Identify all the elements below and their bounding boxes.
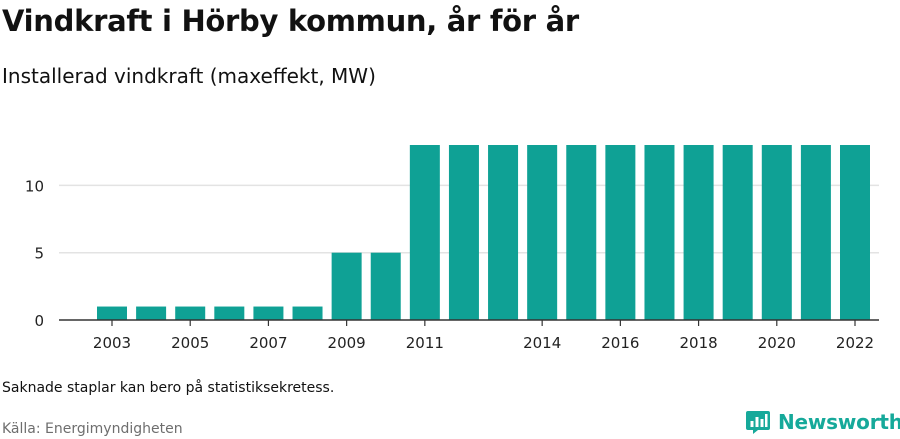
x-tick-label: 2003: [93, 334, 131, 352]
bar-2017: [644, 145, 675, 320]
bar-2008: [292, 306, 323, 320]
x-tick-label: 2011: [406, 334, 444, 352]
bar-2009: [331, 252, 362, 320]
bar-2014: [527, 145, 558, 320]
bars: [97, 145, 870, 320]
x-tick-label: 2016: [601, 334, 639, 352]
x-tick-label: 2022: [836, 334, 874, 352]
bar-2005: [175, 306, 206, 320]
newsworthy-logo-icon: [746, 411, 770, 434]
bar-2006: [214, 306, 245, 320]
bar-chart: 0 5 10 2003 2005 2007 2009 2011 2014 2016 2018 202…: [25, 145, 879, 352]
x-tick-label: 2020: [758, 334, 796, 352]
brand-name: Newsworthy: [778, 410, 900, 434]
footnote: Saknade staplar kan bero på statistiksek…: [2, 380, 335, 396]
bar-2019: [722, 145, 753, 320]
bar-2007: [253, 306, 284, 320]
x-tick-label: 2018: [679, 334, 717, 352]
bar-2022: [840, 145, 870, 320]
x-axis-ticks: 2003 2005 2007 2009 2011 2014 2016 2018 2020 2022: [93, 320, 874, 352]
bar-2012: [448, 145, 479, 320]
y-tick-label: 5: [34, 245, 44, 263]
bar-2011: [409, 145, 440, 320]
x-tick-label: 2009: [328, 334, 366, 352]
x-tick-label: 2014: [523, 334, 561, 352]
bar-2018: [683, 145, 714, 320]
bar-2021: [800, 145, 831, 320]
y-axis-ticks: 0 5 10: [25, 177, 44, 330]
bar-2020: [761, 145, 792, 320]
x-tick-label: 2005: [171, 334, 209, 352]
bar-2013: [488, 145, 519, 320]
source-credit: Källa: Energimyndigheten: [2, 421, 183, 437]
y-tick-label: 10: [25, 177, 44, 195]
bar-2016: [605, 145, 636, 320]
y-tick-label: 0: [34, 312, 44, 330]
x-tick-label: 2007: [249, 334, 287, 352]
bar-2004: [136, 306, 167, 320]
bar-2010: [370, 252, 401, 320]
chart-subtitle: Installerad vindkraft (maxeffekt, MW): [2, 64, 376, 88]
newsworthy-brand[interactable]: Newsworthy: [745, 406, 900, 438]
bar-2015: [566, 145, 597, 320]
chart-title: Vindkraft i Hörby kommun, år för år: [2, 4, 579, 38]
bar-2003: [97, 306, 127, 320]
